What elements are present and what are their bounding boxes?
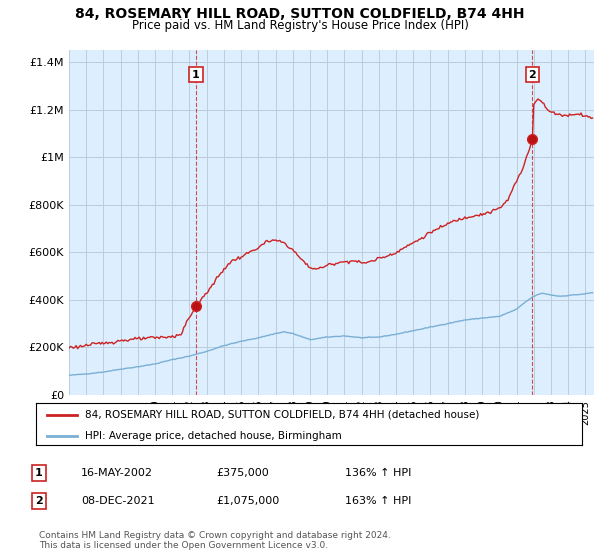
Text: 84, ROSEMARY HILL ROAD, SUTTON COLDFIELD, B74 4HH (detached house): 84, ROSEMARY HILL ROAD, SUTTON COLDFIELD… (85, 410, 479, 420)
Text: 16-MAY-2002: 16-MAY-2002 (81, 468, 153, 478)
Text: 2: 2 (35, 496, 43, 506)
Text: 163% ↑ HPI: 163% ↑ HPI (345, 496, 412, 506)
Text: HPI: Average price, detached house, Birmingham: HPI: Average price, detached house, Birm… (85, 431, 342, 441)
Text: £1,075,000: £1,075,000 (216, 496, 279, 506)
Text: £375,000: £375,000 (216, 468, 269, 478)
Text: 1: 1 (35, 468, 43, 478)
Text: 08-DEC-2021: 08-DEC-2021 (81, 496, 155, 506)
Text: Contains HM Land Registry data © Crown copyright and database right 2024.
This d: Contains HM Land Registry data © Crown c… (39, 530, 391, 550)
Text: 2: 2 (529, 69, 536, 80)
Text: 136% ↑ HPI: 136% ↑ HPI (345, 468, 412, 478)
Text: 1: 1 (192, 69, 200, 80)
Text: Price paid vs. HM Land Registry's House Price Index (HPI): Price paid vs. HM Land Registry's House … (131, 19, 469, 32)
Text: 84, ROSEMARY HILL ROAD, SUTTON COLDFIELD, B74 4HH: 84, ROSEMARY HILL ROAD, SUTTON COLDFIELD… (75, 7, 525, 21)
